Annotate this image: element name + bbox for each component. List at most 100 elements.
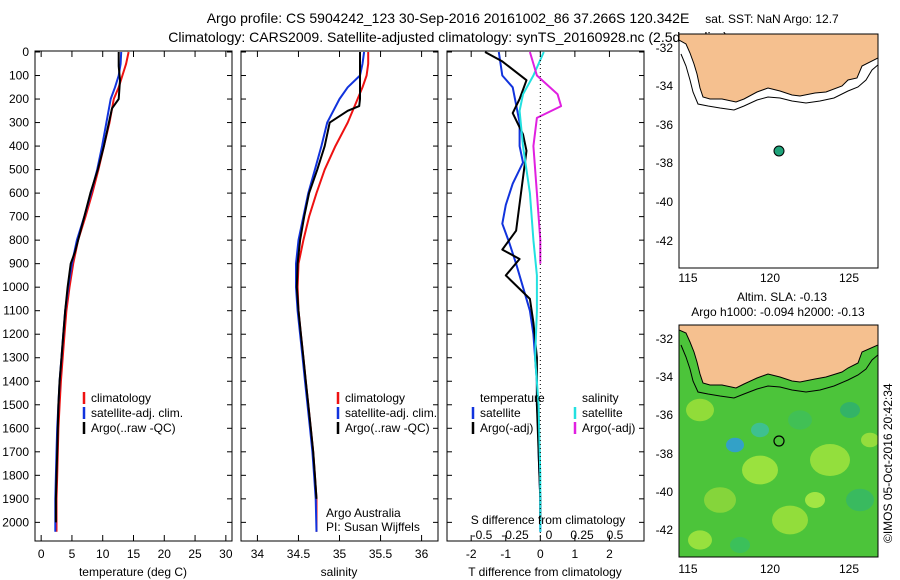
s-tick-label: 0.25 [570, 528, 594, 542]
legend-header-temperature: temperature [480, 391, 545, 405]
sla-anomaly-patch [751, 422, 769, 438]
x-tick-label: 30 [219, 547, 233, 561]
depth-tick-label: 0 [22, 45, 29, 59]
x-tick-label: 5 [69, 547, 76, 561]
sst-map-lat-ticks: -32 -34 -36 -38 -40 -42 [656, 41, 674, 248]
depth-tick-label: 1500 [2, 398, 29, 412]
depth-tick-label: 2000 [2, 515, 29, 529]
shelf-contour [680, 53, 878, 111]
depth-tick-label: 1400 [2, 374, 29, 388]
legend-label: Argo(..raw -QC) [345, 421, 430, 435]
svg-text:125: 125 [839, 271, 859, 285]
svg-text:-40: -40 [656, 485, 674, 499]
depth-tick-label: 1600 [2, 421, 29, 435]
depth-tick-label: 600 [9, 186, 29, 200]
x-tick-label: -2 [466, 547, 477, 561]
depth-tick-label: 400 [9, 139, 29, 153]
sla-anomaly-patch [861, 432, 878, 448]
svg-text:120: 120 [760, 562, 780, 576]
depth-tick-label: 300 [9, 116, 29, 130]
series-line-argo-raw-qc- [295, 52, 361, 499]
salinity-panel [240, 50, 439, 542]
svg-text:-40: -40 [656, 195, 674, 209]
svg-text:125: 125 [839, 562, 859, 576]
sla-anomaly-patch [726, 437, 744, 453]
series-line-satellite-adj-clim- [54, 51, 123, 532]
x-tick-label: 35.5 [369, 547, 393, 561]
argo-float-marker [773, 145, 785, 157]
s-tick-label: 0 [546, 528, 553, 542]
svg-text:-36: -36 [656, 118, 674, 132]
s-tick-label: 0.5 [607, 528, 624, 542]
depth-tick-label: 1800 [2, 468, 29, 482]
x-tick-label: -1 [500, 547, 511, 561]
series-line-climatology [296, 52, 370, 532]
svg-text:-38: -38 [656, 156, 674, 170]
profile-lines [54, 51, 563, 532]
x-tick-label: 35 [333, 547, 347, 561]
header-line-2: Climatology: CARS2009. Satellite-adjuste… [168, 29, 728, 45]
svg-text:115: 115 [678, 271, 697, 285]
svg-text:-34: -34 [656, 370, 674, 384]
legend-label: satellite-adj. clim. [91, 406, 183, 420]
depth-tick-label: 1200 [2, 327, 29, 341]
t-diff-xlabel: T difference from climatology [468, 565, 622, 579]
depth-tick-label: 1000 [2, 280, 29, 294]
sla-anomaly-patch [810, 444, 850, 476]
s-diff-label: S difference from climatology [471, 513, 626, 527]
sla-map-title-2: Argo h1000: -0.094 h2000: -0.13 [691, 305, 865, 319]
land-australia [679, 34, 878, 103]
depth-tick-label: 900 [9, 257, 29, 271]
series-line-argo-adj- [528, 51, 563, 264]
sla-anomaly-patch [788, 410, 812, 430]
sla-anomaly-patch [772, 505, 808, 535]
depth-tick-label: 1700 [2, 445, 29, 459]
x-tick-label: 34.5 [287, 547, 311, 561]
sla-map [679, 325, 878, 557]
legend-header-salinity: salinity [582, 391, 619, 405]
argo-float-marker [773, 435, 785, 447]
x-axes: 0 5 10 15 20 25 30 34 34.5 35 35.5 36 -2 -1 0 1 2 [38, 51, 613, 561]
annotation-pi: PI: Susan Wijffels [326, 520, 420, 534]
svg-text:-32: -32 [656, 41, 674, 55]
s-tick-label: -0.5 [472, 528, 493, 542]
sla-anomaly-patch [688, 530, 712, 550]
x-tick-label: 25 [188, 547, 202, 561]
depth-tick-label: 1900 [2, 492, 29, 506]
svg-text:120: 120 [760, 271, 780, 285]
x-tick-label: 0 [38, 547, 45, 561]
x-tick-label: 36 [415, 547, 429, 561]
sst-map-frame [678, 33, 879, 269]
sst-map-title: sat. SST: NaN Argo: 12.7 [705, 12, 839, 26]
legend-label: satellite-adj. clim. [345, 406, 437, 420]
temperature-xlabel: temperature (deg C) [79, 565, 187, 579]
difference-panel [446, 50, 645, 542]
temperature-panel [34, 50, 233, 542]
x-tick-label: 10 [96, 547, 110, 561]
depth-tick-label: 700 [9, 210, 29, 224]
svg-text:-34: -34 [656, 79, 674, 93]
depth-tick-label: 500 [9, 163, 29, 177]
sla-anomaly-patch [805, 492, 825, 508]
sla-anomaly-patch [846, 488, 874, 512]
sla-anomaly-patch [840, 402, 860, 418]
s-tick-label: -0.25 [501, 528, 529, 542]
depth-tick-label: 100 [9, 69, 29, 83]
legend-label: satellite [582, 406, 623, 420]
sla-map-title-1: Altim. SLA: -0.13 [737, 290, 827, 304]
svg-text:-42: -42 [656, 234, 674, 248]
legend-label: satellite [480, 406, 521, 420]
salinity-legend: climatology satellite-adj. clim. Argo(..… [326, 391, 437, 534]
sla-anomaly-patch [742, 455, 778, 485]
sst-map-lon-ticks: 115 120 125 [678, 271, 859, 285]
shelf-contour [680, 344, 878, 399]
x-tick-label: 1 [572, 547, 579, 561]
header-line-1: Argo profile: CS 5904242_123 30-Sep-2016… [207, 10, 690, 26]
x-tick-label: 15 [127, 547, 141, 561]
salinity-xlabel: salinity [321, 565, 358, 579]
series-line-satellite [518, 51, 545, 532]
x-tick-label: 2 [606, 547, 613, 561]
x-tick-label: 20 [158, 547, 172, 561]
x-tick-label: 34 [251, 547, 265, 561]
